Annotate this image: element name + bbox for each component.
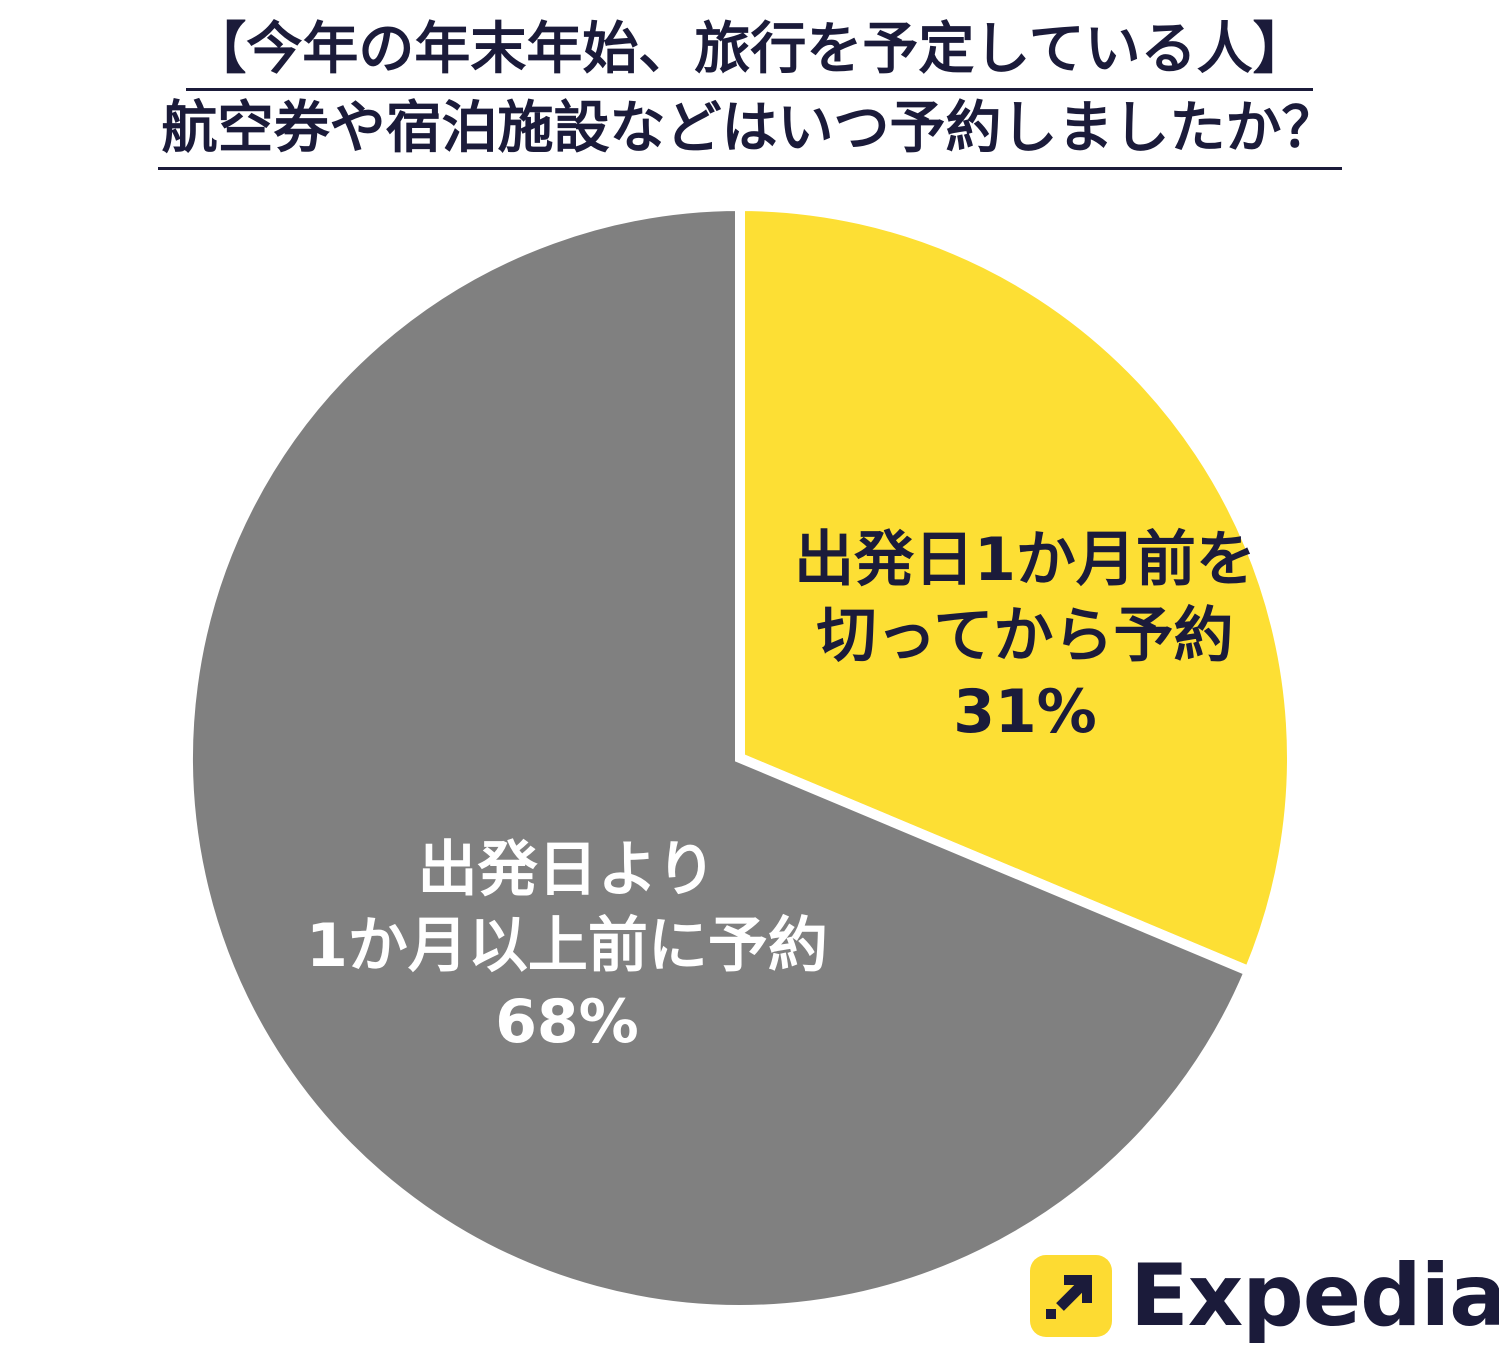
expedia-logo: Expedia ® — [1030, 1252, 1499, 1340]
slice-label-line: 切ってから予約 — [817, 601, 1234, 671]
slice-label-line: 出発日より — [418, 835, 717, 905]
slice-value-label-1: 31% — [953, 677, 1097, 747]
title-line-2: 航空券や宿泊施設などはいつ予約しましたか？ — [157, 91, 1342, 170]
slice-label-1: 出発日1か月前を切ってから予約 31% — [794, 525, 1256, 747]
pie-labels: 出発日1か月前を切ってから予約 31% 出発日より 1か月以上前に予約 68% — [306, 525, 1256, 1057]
pie-slice-2 — [183, 200, 1256, 1315]
arrow-up-right-icon — [1030, 1255, 1112, 1337]
pie-slices — [183, 200, 1297, 1315]
slice-label-line: 1か月以上前に予約 — [306, 911, 828, 981]
slice-label-line: 出発日1か月前を — [794, 525, 1256, 595]
logo-text: Expedia — [1130, 1246, 1499, 1346]
pie-slice-1 — [735, 200, 1297, 978]
title-line-1: 【今年の年末年始、旅行を予定している人】 — [186, 12, 1313, 91]
chart-title: 【今年の年末年始、旅行を予定している人】 航空券や宿泊施設などはいつ予約しました… — [0, 12, 1499, 170]
slice-value-label-2: 68% — [495, 987, 639, 1057]
slice-label-2: 出発日より 1か月以上前に予約 68% — [306, 835, 828, 1057]
